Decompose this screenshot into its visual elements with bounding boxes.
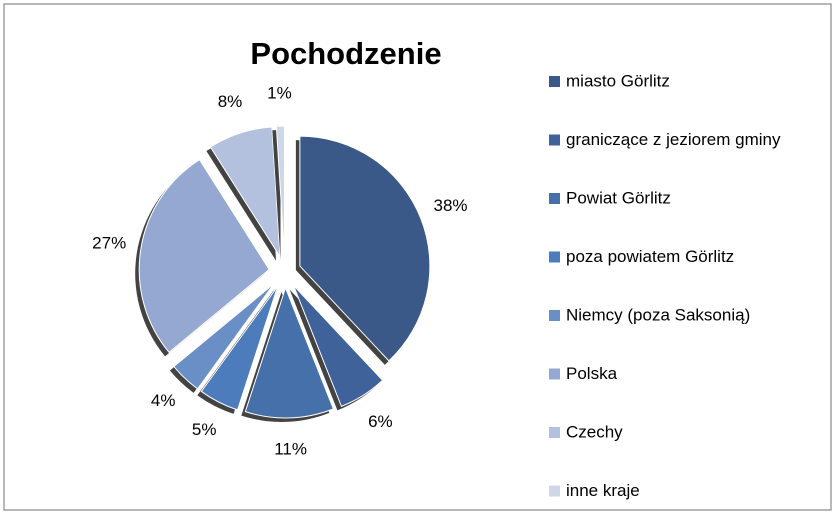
slice [173, 283, 275, 390]
legend-swatch [549, 193, 560, 204]
legend-label: Powiat Görlitz [566, 188, 671, 207]
data-label: 8% [218, 92, 243, 111]
legend-label: miasto Görlitz [566, 71, 670, 90]
legend-swatch [549, 76, 560, 87]
slice [209, 126, 281, 258]
legend-swatch [549, 368, 560, 380]
slice [138, 159, 270, 354]
legend-label: poza powiatem Görlitz [566, 247, 734, 266]
data-label: 38% [433, 196, 467, 215]
legend-swatch [549, 310, 560, 321]
data-label: 1% [267, 84, 292, 103]
legend: miasto Görlitz graniczące z jeziorem gmin… [549, 71, 781, 500]
legend-swatch [549, 427, 560, 438]
legend-label: graniczące z jeziorem gminy [566, 130, 781, 149]
slice [299, 135, 431, 362]
slice [244, 286, 335, 419]
data-label: 6% [368, 412, 393, 431]
legend-label: Polska [566, 364, 618, 383]
legend-swatch [549, 251, 560, 263]
data-label: 4% [151, 391, 176, 410]
legend-label: Niemcy (poza Saksonią) [566, 305, 750, 324]
legend-label: Czechy [566, 422, 623, 441]
legend-swatch [549, 134, 560, 146]
data-label: 11% [274, 439, 307, 458]
data-label: 27% [92, 234, 126, 253]
slice [200, 285, 279, 411]
data-label: 5% [192, 420, 217, 439]
legend-swatch [549, 485, 560, 497]
chart-title: Pochodzenie [250, 36, 441, 71]
slice [293, 285, 384, 408]
pie: 38% 6% 11% 5% 4% 27% 8% 1% [92, 84, 467, 459]
legend-label: inne kraje [566, 481, 640, 500]
slice [275, 125, 285, 257]
